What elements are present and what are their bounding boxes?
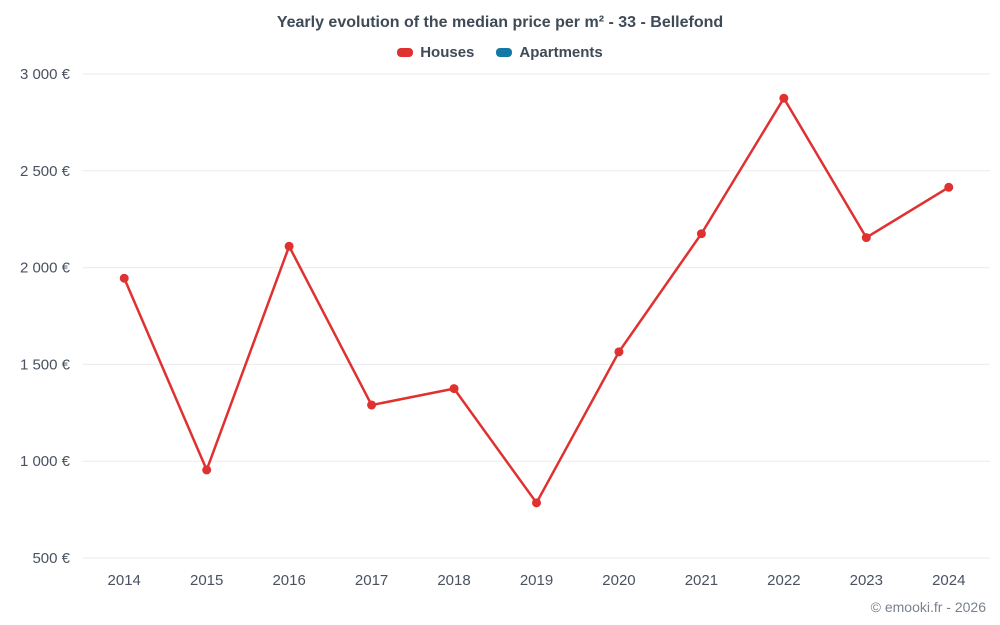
data-point-marker[interactable] xyxy=(779,93,789,103)
data-point-marker[interactable] xyxy=(532,498,541,508)
legend-item-apartments[interactable]: Apartments xyxy=(496,44,603,61)
data-point-marker[interactable] xyxy=(614,347,624,357)
data-point-marker[interactable] xyxy=(696,229,706,239)
series-line-houses xyxy=(122,96,951,505)
x-axis-tick-label: 2019 xyxy=(520,572,553,589)
y-axis-tick-label: 500 € xyxy=(32,550,70,567)
data-point-marker[interactable] xyxy=(367,400,377,410)
credit-link[interactable]: © emooki.fr - 2026 xyxy=(870,599,986,615)
apartments-series-swatch-icon xyxy=(496,48,513,57)
legend-label-houses: Houses xyxy=(420,44,475,61)
x-axis-tick-label: 2020 xyxy=(602,572,635,589)
y-axis-tick-label: 3 000 € xyxy=(20,66,71,83)
chart-title: Yearly evolution of the median price per… xyxy=(276,14,724,31)
x-axis-tick-label: 2014 xyxy=(108,572,141,589)
data-point-marker[interactable] xyxy=(449,384,459,394)
data-point-marker[interactable] xyxy=(119,273,129,283)
x-axis-tick-label: 2022 xyxy=(767,572,800,589)
y-axis-tick-label: 2 000 € xyxy=(20,260,71,277)
data-point-marker[interactable] xyxy=(202,465,212,475)
x-axis-tick-label: 2017 xyxy=(355,572,388,589)
x-axis-tick-label: 2024 xyxy=(932,572,965,589)
legend-item-houses[interactable]: Houses xyxy=(397,44,474,61)
y-axis-tick-label: 1 500 € xyxy=(20,356,71,373)
y-axis-tick-label: 1 000 € xyxy=(20,453,71,470)
x-axis-tick-label: 2018 xyxy=(437,572,470,589)
x-axis-tick-label: 2023 xyxy=(850,572,883,589)
x-axis-tick-label: 2021 xyxy=(685,572,718,589)
data-point-marker[interactable] xyxy=(861,233,871,243)
x-axis-tick-label: 2015 xyxy=(190,572,223,589)
x-axis-tick-label: 2016 xyxy=(272,572,305,589)
legend: Houses Apartments xyxy=(0,44,1000,61)
houses-series-swatch-icon xyxy=(397,48,414,57)
y-axis-tick-label: 2 500 € xyxy=(20,163,71,180)
data-point-marker[interactable] xyxy=(284,241,294,251)
legend-label-apartments: Apartments xyxy=(519,44,603,61)
data-point-marker[interactable] xyxy=(944,182,954,192)
